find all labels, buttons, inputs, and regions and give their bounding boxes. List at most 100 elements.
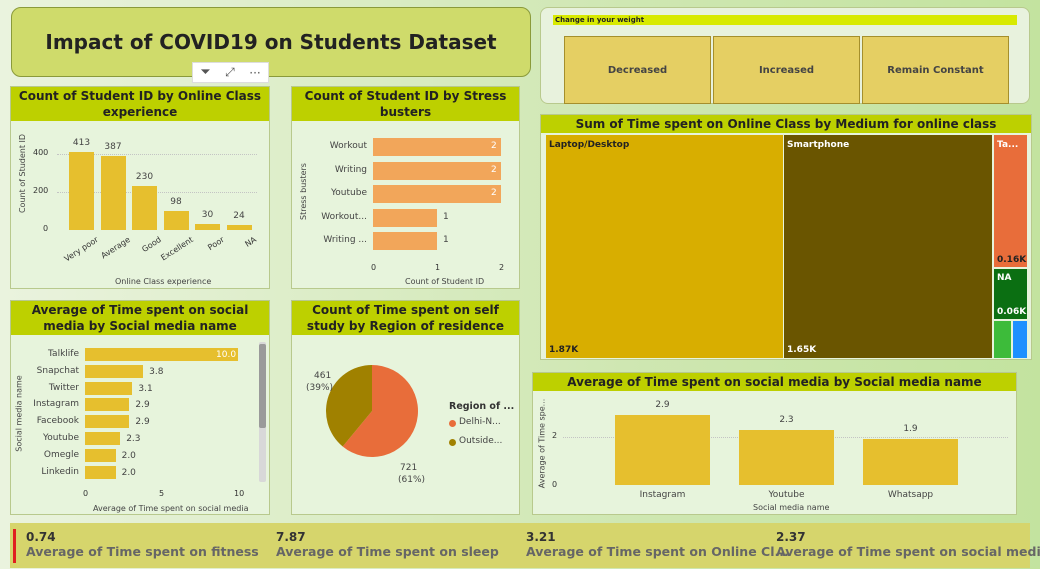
chart-online-class-medium-treemap[interactable]: Sum of Time spent on Online Class by Med… [540, 114, 1032, 360]
y-tick-0: 0 [43, 224, 49, 233]
bar[interactable] [226, 225, 252, 230]
category-label: Workout... [321, 211, 367, 222]
chart-title: Average of Time spent on social media by… [11, 301, 269, 335]
data-label: 2 [491, 141, 497, 151]
legend-item-delhi[interactable]: Delhi-N... [459, 417, 501, 427]
kpi-value: 7.87 [276, 530, 306, 544]
kpi-value: 3.21 [526, 530, 556, 544]
category-label: Talklife [48, 349, 79, 359]
kpi-label: Average of Time spent on sleep [276, 544, 499, 559]
tile-other-green[interactable] [994, 321, 1011, 358]
tile-na[interactable] [994, 269, 1027, 319]
bar[interactable] [85, 381, 133, 395]
tile-value-na: 0.06K [997, 307, 1027, 317]
bar-plot-area: 2.9 Instagram 2.3 Youtube 1.9 Whatsapp [533, 373, 1018, 516]
kpi-sleep[interactable]: 7.87 Average of Time spent on sleep [276, 530, 499, 568]
bar[interactable] [85, 348, 238, 361]
pie-slice[interactable] [342, 365, 418, 457]
chart-social-media-avg-vertical[interactable]: Average of Time spent on social media by… [532, 372, 1017, 515]
tile-value-tablet: 0.16K [997, 255, 1027, 265]
legend-item-outside[interactable]: Outside... [459, 436, 503, 446]
x-tick-0: 0 [83, 489, 89, 498]
data-label: 30 [201, 210, 214, 221]
bar[interactable] [85, 448, 116, 462]
tile-label-tablet: Ta... [997, 140, 1019, 150]
bar[interactable] [373, 232, 437, 250]
gridline [57, 154, 257, 155]
bar[interactable] [373, 138, 501, 156]
filter-icon[interactable]: ⏷ [200, 65, 211, 80]
kpi-online-class[interactable]: 3.21 Average of Time spent on Online Cl.… [526, 530, 789, 568]
data-label: 1 [443, 211, 449, 222]
kpi-label: Average of Time spent on Online Cl... [526, 544, 789, 559]
y-tick-200: 200 [33, 186, 49, 195]
chart-self-study-region[interactable]: Count of Time spent on self study by Reg… [291, 300, 520, 515]
bar[interactable] [85, 398, 130, 412]
bar[interactable] [373, 185, 501, 203]
bar-plot-area: 413 Very poor 387 Average 230 Good 98 Excellent… [11, 87, 271, 290]
category-label: Youtube [768, 490, 805, 500]
pie-label-outside-pct: (39%) [306, 383, 334, 393]
bar[interactable] [69, 151, 94, 230]
bar[interactable] [163, 211, 189, 230]
bar[interactable] [195, 224, 220, 230]
tile-value-laptop: 1.87K [549, 345, 579, 355]
scrollbar-thumb[interactable] [259, 344, 266, 428]
slicer-option-increased[interactable]: Increased [713, 36, 860, 104]
tile-other-blue[interactable] [1013, 321, 1027, 358]
bar[interactable] [739, 429, 834, 485]
x-axis-label: Average of Time spent on social media [93, 504, 249, 513]
bar[interactable] [85, 465, 116, 479]
pie-label-delhi-value: 721 [400, 463, 418, 473]
page-title: Impact of COVID19 on Students Dataset [45, 30, 497, 54]
category-label: Writing [334, 164, 367, 175]
data-label: 2.0 [121, 450, 136, 461]
tile-laptop-desktop[interactable] [546, 135, 783, 358]
kpi-fitness[interactable]: 0.74 Average of Time spent on fitness [26, 530, 259, 568]
y-tick-2: 2 [552, 431, 558, 440]
data-label: 2.3 [126, 434, 141, 444]
x-tick-2: 2 [499, 263, 505, 272]
tile-smartphone[interactable] [784, 135, 992, 358]
chart-social-media-avg[interactable]: Average of Time spent on social media by… [10, 300, 270, 515]
slicer-option-remain-constant[interactable]: Remain Constant [862, 36, 1009, 104]
weight-slicer: Change in your weight Decreased Increase… [540, 7, 1030, 104]
chart-title: Count of Student ID by Stress busters [292, 87, 519, 121]
legend-dot-delhi [449, 420, 456, 427]
bar[interactable] [85, 415, 130, 429]
category-label: Whatsapp [887, 490, 934, 500]
category-label: Writing ... [323, 235, 367, 245]
bar[interactable] [100, 156, 126, 230]
x-axis-label: Count of Student ID [405, 277, 485, 286]
data-label: 2.9 [135, 417, 150, 428]
kpi-social-media[interactable]: 2.37 Average of Time spent on social med… [776, 530, 1040, 568]
category-label: Facebook [36, 416, 79, 427]
data-label: 2 [491, 188, 497, 198]
bar[interactable] [615, 415, 710, 485]
bar[interactable] [373, 161, 501, 180]
gridline [57, 192, 257, 193]
chart-title: Count of Time spent on self study by Reg… [292, 301, 519, 335]
pie-label-delhi-pct: (61%) [398, 475, 426, 485]
bar[interactable] [373, 208, 437, 227]
slicer-option-decreased[interactable]: Decreased [564, 36, 711, 104]
category-label: Linkedin [41, 466, 79, 477]
tile-tablet[interactable] [994, 135, 1027, 267]
bar[interactable] [85, 432, 121, 445]
bar[interactable] [863, 439, 958, 485]
focus-mode-icon[interactable]: ⤢ [225, 65, 235, 79]
slicer-header: Change in your weight [553, 15, 1017, 25]
bar[interactable] [85, 364, 144, 378]
bar[interactable] [132, 186, 157, 230]
chart-online-class-experience[interactable]: Count of Student ID by Online Class expe… [10, 86, 270, 289]
more-options-icon[interactable]: ··· [249, 65, 261, 80]
chart-stress-busters[interactable]: Count of Student ID by Stress busters St… [291, 86, 520, 289]
pie-slice[interactable] [326, 365, 372, 447]
data-label: 10.0 [216, 350, 237, 360]
bar-plot-area: 10.0 Talklife 3.8 Snapchat 3.1 Twitter 2.9 Inst… [11, 301, 271, 516]
kpi-value: 2.37 [776, 530, 806, 544]
data-label: 3.1 [138, 383, 153, 394]
pie-label-outside-value: 461 [314, 371, 332, 381]
category-label: Instagram [639, 490, 686, 500]
data-label: 230 [135, 172, 154, 183]
